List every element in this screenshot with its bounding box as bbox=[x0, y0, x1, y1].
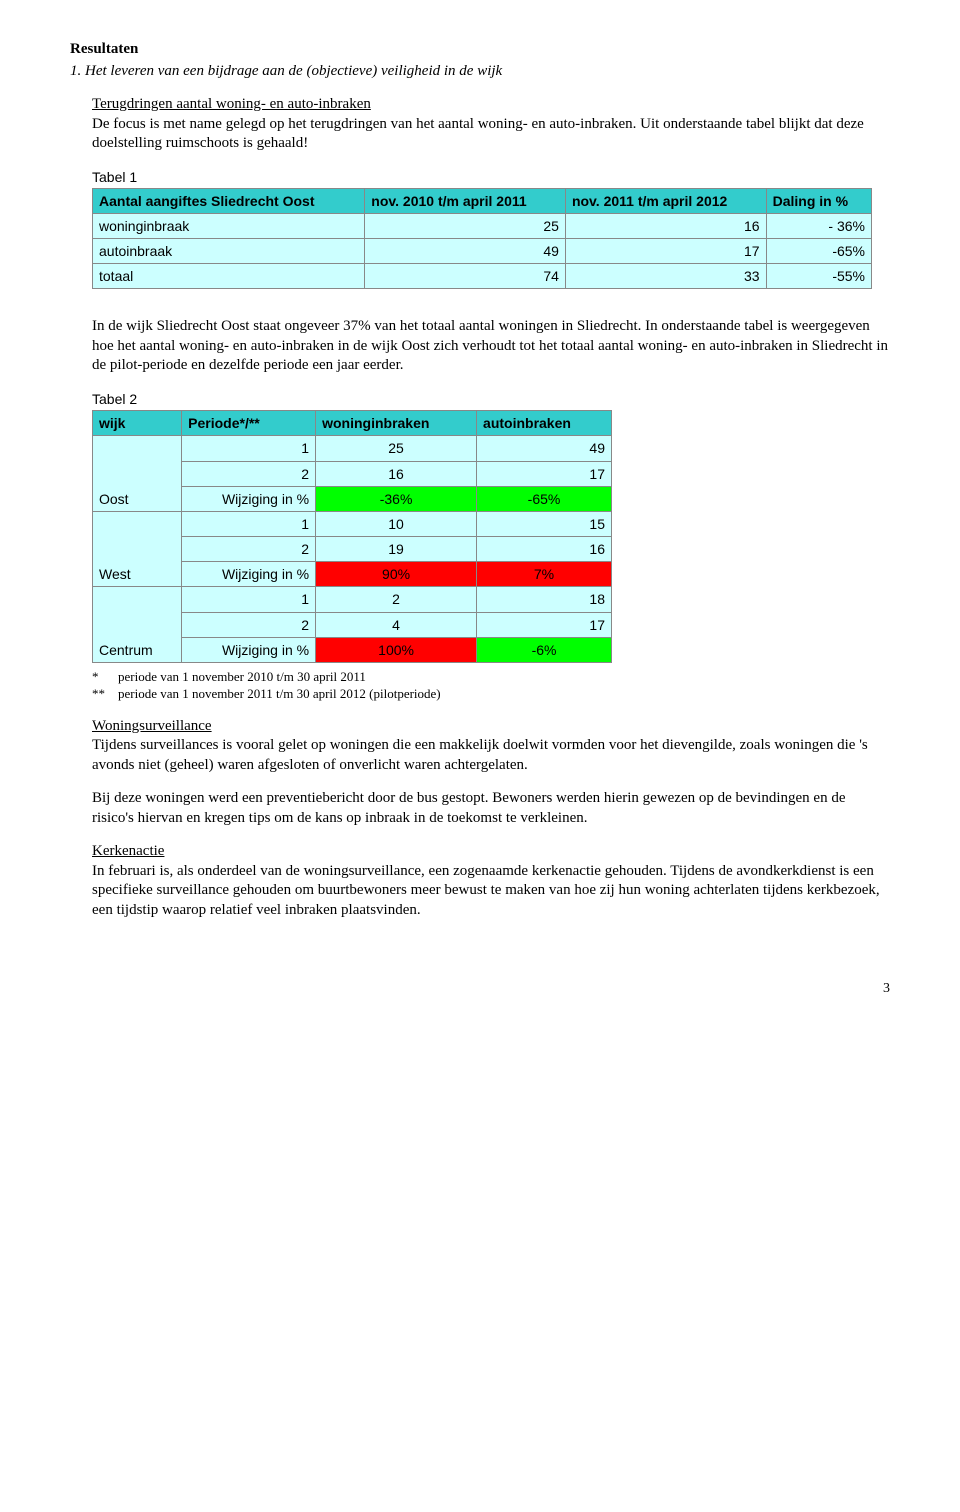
heading-resultaten: Resultaten bbox=[70, 40, 890, 60]
table-cell: 1 bbox=[182, 436, 316, 461]
table1-header: Aantal aangiftes Sliedrecht Oost bbox=[93, 188, 365, 213]
table-cell: 1 bbox=[182, 587, 316, 612]
change-cell: 90% bbox=[316, 562, 477, 587]
table1-label: Tabel 1 bbox=[92, 168, 890, 186]
table-cell: 49 bbox=[365, 239, 566, 264]
sub1-para1: De focus is met name gelegd op het terug… bbox=[92, 115, 890, 154]
table-cell: woninginbraak bbox=[93, 213, 365, 238]
table-cell: - 36% bbox=[766, 213, 871, 238]
change-cell: -6% bbox=[477, 637, 612, 662]
sub2-para1: Tijdens surveillances is vooral gelet op… bbox=[92, 736, 890, 775]
page-number: 3 bbox=[70, 980, 890, 998]
table2-header: autoinbraken bbox=[477, 411, 612, 436]
change-cell: 100% bbox=[316, 637, 477, 662]
sub1-para2: In de wijk Sliedrecht Oost staat ongevee… bbox=[92, 317, 890, 376]
table2-header: Periode*/** bbox=[182, 411, 316, 436]
item1-title: 1. Het leveren van een bijdrage aan de (… bbox=[70, 62, 890, 82]
sub1-title: Terugdringen aantal woning- en auto-inbr… bbox=[92, 95, 890, 115]
table1-header: nov. 2011 t/m april 2012 bbox=[565, 188, 766, 213]
table-row: Centrum1218 bbox=[93, 587, 612, 612]
table2-header: wijk bbox=[93, 411, 182, 436]
table-cell: autoinbraak bbox=[93, 239, 365, 264]
footnote1-txt: periode van 1 november 2010 t/m 30 april… bbox=[118, 669, 366, 686]
footnotes: * periode van 1 november 2010 t/m 30 apr… bbox=[92, 669, 890, 703]
table-cell: 16 bbox=[316, 461, 477, 486]
table-row: Oost12549 bbox=[93, 436, 612, 461]
footnote2-sym: ** bbox=[92, 686, 118, 703]
table2-header: woninginbraken bbox=[316, 411, 477, 436]
table-cell: totaal bbox=[93, 264, 365, 289]
change-cell: 7% bbox=[477, 562, 612, 587]
wijk-name: Oost bbox=[93, 436, 182, 512]
change-cell: -36% bbox=[316, 486, 477, 511]
table-cell: 17 bbox=[565, 239, 766, 264]
table-cell: 49 bbox=[477, 436, 612, 461]
table-cell: 25 bbox=[365, 213, 566, 238]
change-cell: -65% bbox=[477, 486, 612, 511]
table-cell: 2 bbox=[182, 612, 316, 637]
sub2-para2: Bij deze woningen werd een preventieberi… bbox=[92, 789, 890, 828]
wijk-name: West bbox=[93, 511, 182, 587]
sub2-title: Woningsurveillance bbox=[92, 717, 890, 737]
table-row: autoinbraak4917-65% bbox=[93, 239, 872, 264]
table-cell: 25 bbox=[316, 436, 477, 461]
table-row: West11015 bbox=[93, 511, 612, 536]
change-label: Wijziging in % bbox=[182, 637, 316, 662]
table-cell: 15 bbox=[477, 511, 612, 536]
table-cell: -65% bbox=[766, 239, 871, 264]
table-cell: 2 bbox=[182, 537, 316, 562]
table2-label: Tabel 2 bbox=[92, 390, 890, 408]
table-cell: 17 bbox=[477, 612, 612, 637]
sub3-title: Kerkenactie bbox=[92, 842, 890, 862]
table1-header: nov. 2010 t/m april 2011 bbox=[365, 188, 566, 213]
table-cell: 1 bbox=[182, 511, 316, 536]
table-cell: -55% bbox=[766, 264, 871, 289]
table-cell: 4 bbox=[316, 612, 477, 637]
table-cell: 18 bbox=[477, 587, 612, 612]
table1: Aantal aangiftes Sliedrecht Oostnov. 201… bbox=[92, 188, 872, 290]
table-cell: 16 bbox=[565, 213, 766, 238]
change-label: Wijziging in % bbox=[182, 486, 316, 511]
table-cell: 10 bbox=[316, 511, 477, 536]
footnote2-txt: periode van 1 november 2011 t/m 30 april… bbox=[118, 686, 441, 703]
wijk-name: Centrum bbox=[93, 587, 182, 663]
table-cell: 2 bbox=[316, 587, 477, 612]
table1-header: Daling in % bbox=[766, 188, 871, 213]
table-cell: 74 bbox=[365, 264, 566, 289]
change-label: Wijziging in % bbox=[182, 562, 316, 587]
table-cell: 16 bbox=[477, 537, 612, 562]
table-cell: 19 bbox=[316, 537, 477, 562]
table-cell: 17 bbox=[477, 461, 612, 486]
sub3-para1: In februari is, als onderdeel van de won… bbox=[92, 862, 890, 921]
table-cell: 33 bbox=[565, 264, 766, 289]
table-cell: 2 bbox=[182, 461, 316, 486]
footnote1-sym: * bbox=[92, 669, 118, 686]
table-row: totaal7433-55% bbox=[93, 264, 872, 289]
table2: wijkPeriode*/**woninginbrakenautoinbrake… bbox=[92, 410, 612, 663]
table-row: woninginbraak2516- 36% bbox=[93, 213, 872, 238]
